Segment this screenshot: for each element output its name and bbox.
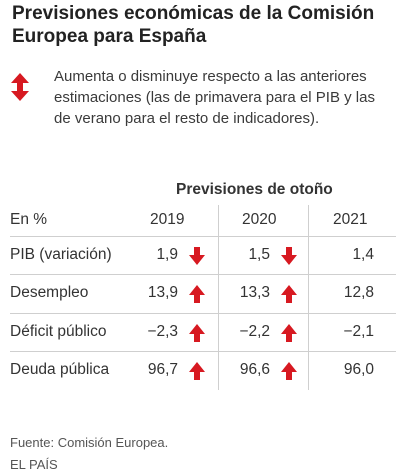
page-title: Previsiones económicas de la Comisión Eu… — [12, 3, 375, 47]
column-separator — [308, 205, 309, 390]
arrow-down-icon — [281, 247, 297, 265]
arrow-up-icon — [281, 324, 297, 342]
year-2019-header: 2019 — [150, 211, 185, 228]
row-separator — [10, 313, 396, 314]
row-separator — [10, 236, 396, 237]
row-label-deuda: Deuda pública — [10, 361, 110, 378]
column-separator — [218, 205, 219, 390]
value-2020: 13,3 — [239, 284, 270, 301]
value-2019: 96,7 — [147, 361, 178, 378]
row-label-pib: PIB (variación) — [10, 246, 112, 263]
row-label-desempleo: Desempleo — [10, 284, 89, 301]
arrow-up-icon — [281, 285, 297, 303]
row-separator — [10, 351, 396, 352]
arrow-down-icon — [189, 247, 205, 265]
source-note: Fuente: Comisión Europea. — [10, 435, 169, 450]
value-2020: 1,5 — [248, 246, 270, 263]
value-2019: 13,9 — [147, 284, 178, 301]
forecast-heading: Previsiones de otoño — [176, 181, 333, 198]
value-2020: 96,6 — [239, 361, 270, 378]
arrow-up-icon — [189, 362, 205, 380]
row-label-deficit: Déficit público — [10, 323, 107, 340]
value-2021: 12,8 — [343, 284, 374, 301]
row-separator — [10, 274, 396, 275]
arrow-up-icon — [189, 324, 205, 342]
value-2021: 1,4 — [352, 246, 374, 263]
arrow-up-icon — [189, 285, 205, 303]
value-2019: −2,3 — [147, 323, 178, 340]
value-2020: −2,2 — [239, 323, 270, 340]
value-2021: −2,1 — [343, 323, 374, 340]
unit-label: En % — [10, 211, 48, 228]
value-2021: 96,0 — [343, 361, 374, 378]
arrow-up-icon — [281, 362, 297, 380]
value-2019: 1,9 — [156, 246, 178, 263]
up-down-arrow-icon — [11, 73, 29, 101]
publisher-credit: EL PAÍS — [10, 457, 58, 472]
legend-text: Aumenta o disminuye respecto a las anter… — [54, 68, 375, 127]
year-2021-header: 2021 — [333, 211, 368, 228]
year-2020-header: 2020 — [242, 211, 277, 228]
